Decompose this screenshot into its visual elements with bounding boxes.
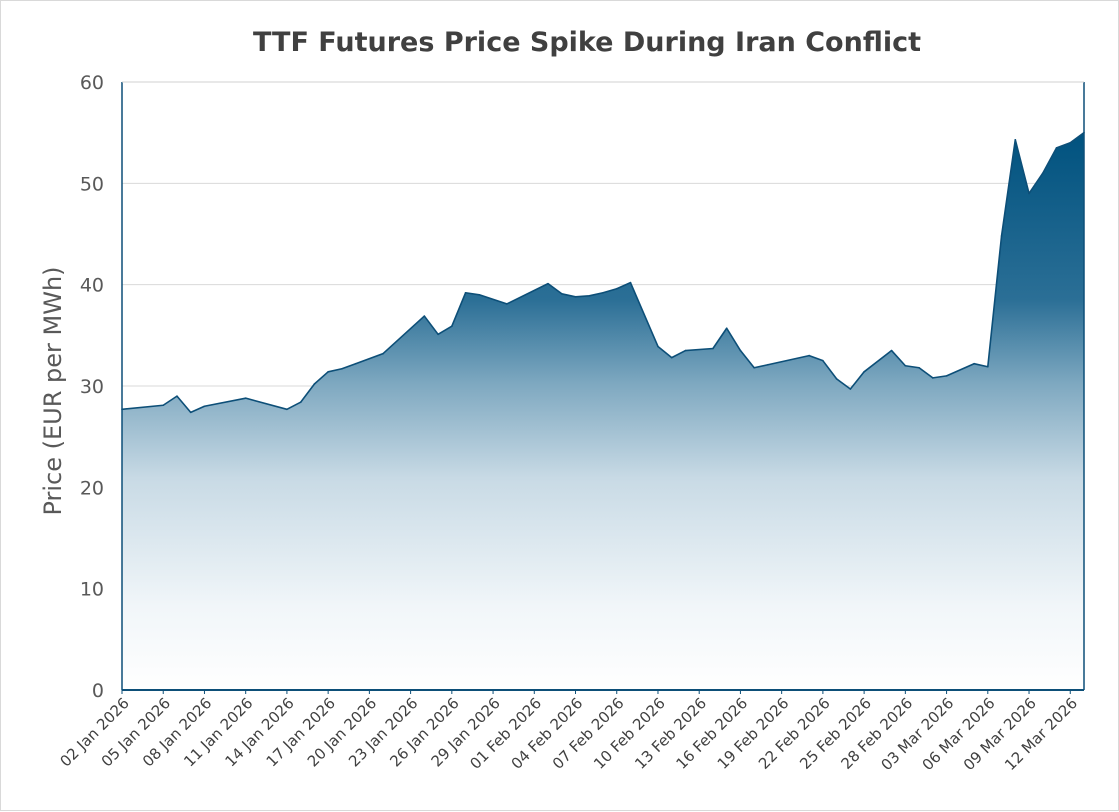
data-point	[712, 347, 714, 350]
y-tick-label: 0	[92, 680, 104, 702]
data-point	[423, 315, 426, 317]
y-tick-label: 40	[80, 275, 104, 297]
data-point	[286, 408, 288, 411]
y-axis-ticks: 0 10 20 30 40 50 60	[80, 72, 104, 702]
data-point	[574, 296, 577, 298]
data-point	[506, 303, 508, 305]
data-point	[299, 401, 302, 404]
data-point	[478, 294, 481, 296]
data-point	[725, 327, 728, 330]
y-tick-label: 20	[80, 477, 104, 499]
data-point	[382, 352, 384, 355]
data-point	[767, 363, 769, 366]
data-point	[547, 282, 549, 285]
data-point	[602, 291, 604, 294]
data-point	[1014, 138, 1017, 141]
data-point	[1069, 142, 1072, 144]
data-point	[904, 364, 907, 367]
price-area-fill	[122, 132, 1084, 691]
data-point	[244, 397, 247, 399]
data-point	[203, 405, 206, 408]
data-point	[863, 371, 865, 373]
data-point	[932, 377, 934, 379]
y-axis-label: Price (EUR per MWh)	[39, 266, 67, 515]
data-point	[973, 362, 975, 365]
y-tick-label: 30	[80, 376, 104, 398]
data-point	[176, 395, 178, 397]
data-point	[753, 366, 755, 369]
data-point	[327, 371, 329, 373]
data-point	[588, 295, 591, 297]
x-tick-label: 12 Mar 2026	[1001, 694, 1081, 774]
data-point	[918, 366, 920, 369]
data-point	[670, 356, 673, 359]
data-point	[615, 287, 618, 290]
data-point	[945, 375, 948, 377]
chart-title: TTF Futures Price Spike During Iran Conf…	[253, 27, 921, 58]
data-point	[189, 411, 192, 414]
data-point	[808, 354, 810, 357]
data-point	[739, 349, 742, 352]
data-point	[464, 291, 467, 294]
data-point	[822, 359, 824, 362]
data-point	[890, 349, 893, 352]
data-point	[313, 383, 316, 385]
data-point	[1028, 192, 1030, 195]
y-tick-label: 60	[80, 72, 104, 94]
y-tick-label: 50	[80, 173, 104, 195]
plot-area	[121, 81, 1085, 691]
data-point	[354, 362, 357, 365]
data-point	[162, 404, 165, 407]
data-point	[849, 388, 852, 390]
data-point	[657, 345, 659, 348]
data-point	[987, 365, 989, 368]
data-point	[835, 378, 838, 380]
y-tick-label: 10	[80, 579, 104, 601]
data-point	[560, 292, 563, 295]
data-point	[1055, 147, 1058, 149]
data-point	[1041, 172, 1044, 174]
data-point	[629, 281, 632, 284]
data-point	[437, 333, 439, 336]
data-point	[684, 349, 687, 352]
data-point	[1000, 235, 1003, 237]
data-point	[341, 367, 343, 370]
data-point	[451, 325, 453, 328]
